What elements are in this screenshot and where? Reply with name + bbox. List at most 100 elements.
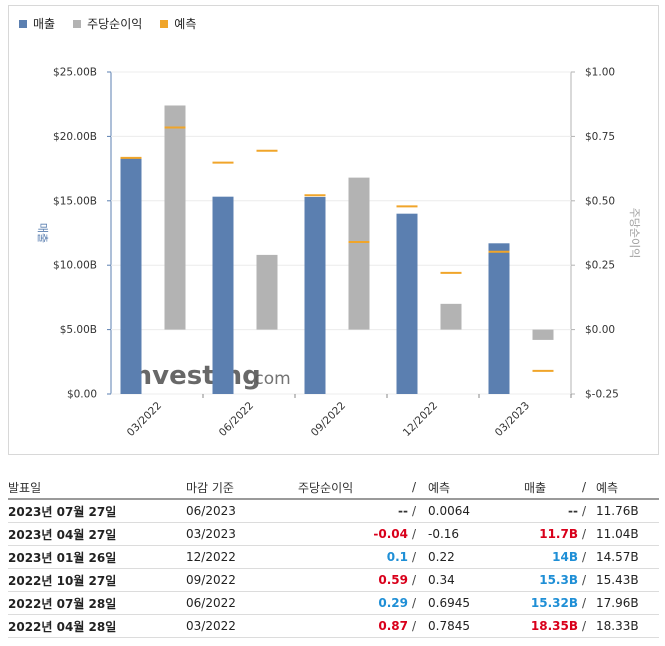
- left-tick-label: $15.00B: [53, 195, 97, 207]
- row-revenue-slash: /: [582, 545, 592, 569]
- row-revenue: 18.35B: [524, 614, 582, 638]
- row-period: 03/2023: [186, 522, 298, 546]
- right-tick-label: $0.75: [585, 131, 615, 143]
- row-date: 2023년 04월 27일: [8, 522, 186, 546]
- legend-item-forecast[interactable]: 예측: [160, 15, 196, 32]
- table-header-row: 발표일 마감 기준 주당순이익 / 예측 매출 / 예측: [8, 476, 659, 500]
- legend-item-eps[interactable]: 주당순이익: [73, 15, 142, 32]
- row-eps-forecast: 0.34: [422, 568, 524, 592]
- row-eps-forecast: 0.7845: [422, 614, 524, 638]
- row-eps-forecast: 0.0064: [422, 499, 524, 523]
- row-eps: 0.87: [298, 614, 412, 638]
- right-axis-title: 주당순이익: [628, 208, 641, 259]
- chart-panel: 매출 주당순이익 예측 $25.00B $20.00B $15.00B $10.00B…: [8, 5, 659, 455]
- revenue-bar: [396, 213, 418, 394]
- right-tick-label: $0.00: [585, 324, 615, 336]
- row-revenue-slash: /: [582, 522, 592, 546]
- row-revenue-forecast: 15.43B: [592, 568, 659, 592]
- row-eps-slash: /: [412, 545, 422, 569]
- right-tick-label: $0.50: [585, 195, 615, 207]
- revenue-bar: [212, 196, 234, 394]
- table-row: 2022년 10월 27일 09/2022 0.59/0.34 15.3B/15.43…: [8, 568, 659, 592]
- eps-bar: [532, 329, 554, 340]
- row-date: 2022년 04월 28일: [8, 614, 186, 638]
- table-row: 2022년 04월 28일 03/2022 0.87/0.7845 18.35B/18…: [8, 614, 659, 638]
- row-period: 12/2022: [186, 545, 298, 569]
- row-eps: -0.04: [298, 522, 412, 546]
- earnings-chart: $25.00B $20.00B $15.00B $10.00B $5.00B $0.00 $…: [36, 67, 641, 439]
- row-revenue-slash: /: [582, 499, 592, 523]
- row-eps-slash: /: [412, 614, 422, 638]
- row-date: 2023년 07월 27일: [8, 499, 186, 523]
- left-tick-label: $10.00B: [53, 260, 97, 272]
- eps-bar: [440, 303, 462, 330]
- x-tick-label: 03/2023: [493, 400, 532, 439]
- right-tick-label: $1.00: [585, 67, 615, 79]
- table-row: 2023년 01월 26일 12/2022 0.1/0.22 14B/14.57B: [8, 545, 659, 569]
- row-revenue-forecast: 18.33B: [592, 614, 659, 638]
- row-revenue-forecast: 11.04B: [592, 522, 659, 546]
- header-period[interactable]: 마감 기준: [186, 476, 298, 500]
- row-eps-slash: /: [412, 591, 422, 615]
- left-tick-label: $25.00B: [53, 67, 97, 79]
- left-axis-title: 매출: [36, 223, 49, 243]
- row-period: 09/2022: [186, 568, 298, 592]
- header-date[interactable]: 발표일: [8, 476, 186, 500]
- row-revenue-forecast: 11.76B: [592, 499, 659, 523]
- x-tick-label: 09/2022: [309, 400, 348, 439]
- left-tick-label: $5.00B: [60, 324, 97, 336]
- row-eps-slash: /: [412, 568, 422, 592]
- header-eps[interactable]: 주당순이익: [298, 476, 412, 500]
- row-revenue: --: [524, 499, 582, 523]
- table-row: 2022년 07월 28일 06/2022 0.29/0.6945 15.32B/17…: [8, 591, 659, 615]
- row-revenue-slash: /: [582, 591, 592, 615]
- row-revenue-forecast: 17.96B: [592, 591, 659, 615]
- watermark-brand: Investing: [124, 361, 261, 391]
- row-eps-forecast: 0.6945: [422, 591, 524, 615]
- row-revenue: 15.3B: [524, 568, 582, 592]
- row-eps: 0.29: [298, 591, 412, 615]
- row-revenue: 14B: [524, 545, 582, 569]
- row-period: 06/2023: [186, 499, 298, 523]
- table-row: 2023년 07월 27일 06/2023 --/0.0064 --/11.76B: [8, 499, 659, 523]
- header-revenue-forecast[interactable]: 예측: [592, 476, 659, 500]
- watermark-suffix: .com: [249, 369, 291, 389]
- legend-swatch-revenue: [19, 19, 27, 28]
- header-eps-forecast[interactable]: 예측: [422, 476, 524, 500]
- row-eps: --: [298, 499, 412, 523]
- row-eps-slash: /: [412, 499, 422, 523]
- left-tick-label: $0.00: [67, 389, 97, 401]
- x-tick-label: 12/2022: [401, 400, 440, 439]
- revenue-bar: [304, 196, 326, 394]
- row-period: 03/2022: [186, 614, 298, 638]
- header-revenue[interactable]: 매출: [524, 476, 582, 500]
- revenue-bar: [488, 243, 510, 394]
- row-revenue: 11.7B: [524, 522, 582, 546]
- x-tick-label: 03/2022: [125, 400, 164, 439]
- row-revenue-forecast: 14.57B: [592, 545, 659, 569]
- row-revenue: 15.32B: [524, 591, 582, 615]
- x-tick-label: 06/2022: [217, 400, 256, 439]
- row-date: 2023년 01월 26일: [8, 545, 186, 569]
- eps-bar: [348, 177, 370, 330]
- legend-label-eps: 주당순이익: [87, 17, 143, 31]
- row-eps-forecast: -0.16: [422, 522, 524, 546]
- row-period: 06/2022: [186, 591, 298, 615]
- right-tick-label: $-0.25: [585, 389, 619, 401]
- left-tick-label: $20.00B: [53, 131, 97, 143]
- table-row: 2023년 04월 27일 03/2023 -0.04/-0.16 11.7B/11.…: [8, 522, 659, 546]
- right-tick-label: $0.25: [585, 260, 615, 272]
- row-revenue-slash: /: [582, 614, 592, 638]
- earnings-table: 발표일 마감 기준 주당순이익 / 예측 매출 / 예측 2023년 07월 2…: [8, 476, 659, 638]
- legend-swatch-forecast: [160, 19, 169, 28]
- row-eps-forecast: 0.22: [422, 545, 524, 569]
- legend-label-forecast: 예측: [174, 17, 197, 31]
- header-eps-slash: /: [412, 476, 422, 500]
- legend-label-revenue: 매출: [33, 17, 56, 31]
- eps-bar: [256, 254, 278, 330]
- legend-item-revenue[interactable]: 매출: [19, 15, 55, 32]
- legend-swatch-eps: [73, 19, 82, 28]
- eps-bar: [164, 105, 186, 330]
- header-revenue-slash: /: [582, 476, 592, 500]
- row-revenue-slash: /: [582, 568, 592, 592]
